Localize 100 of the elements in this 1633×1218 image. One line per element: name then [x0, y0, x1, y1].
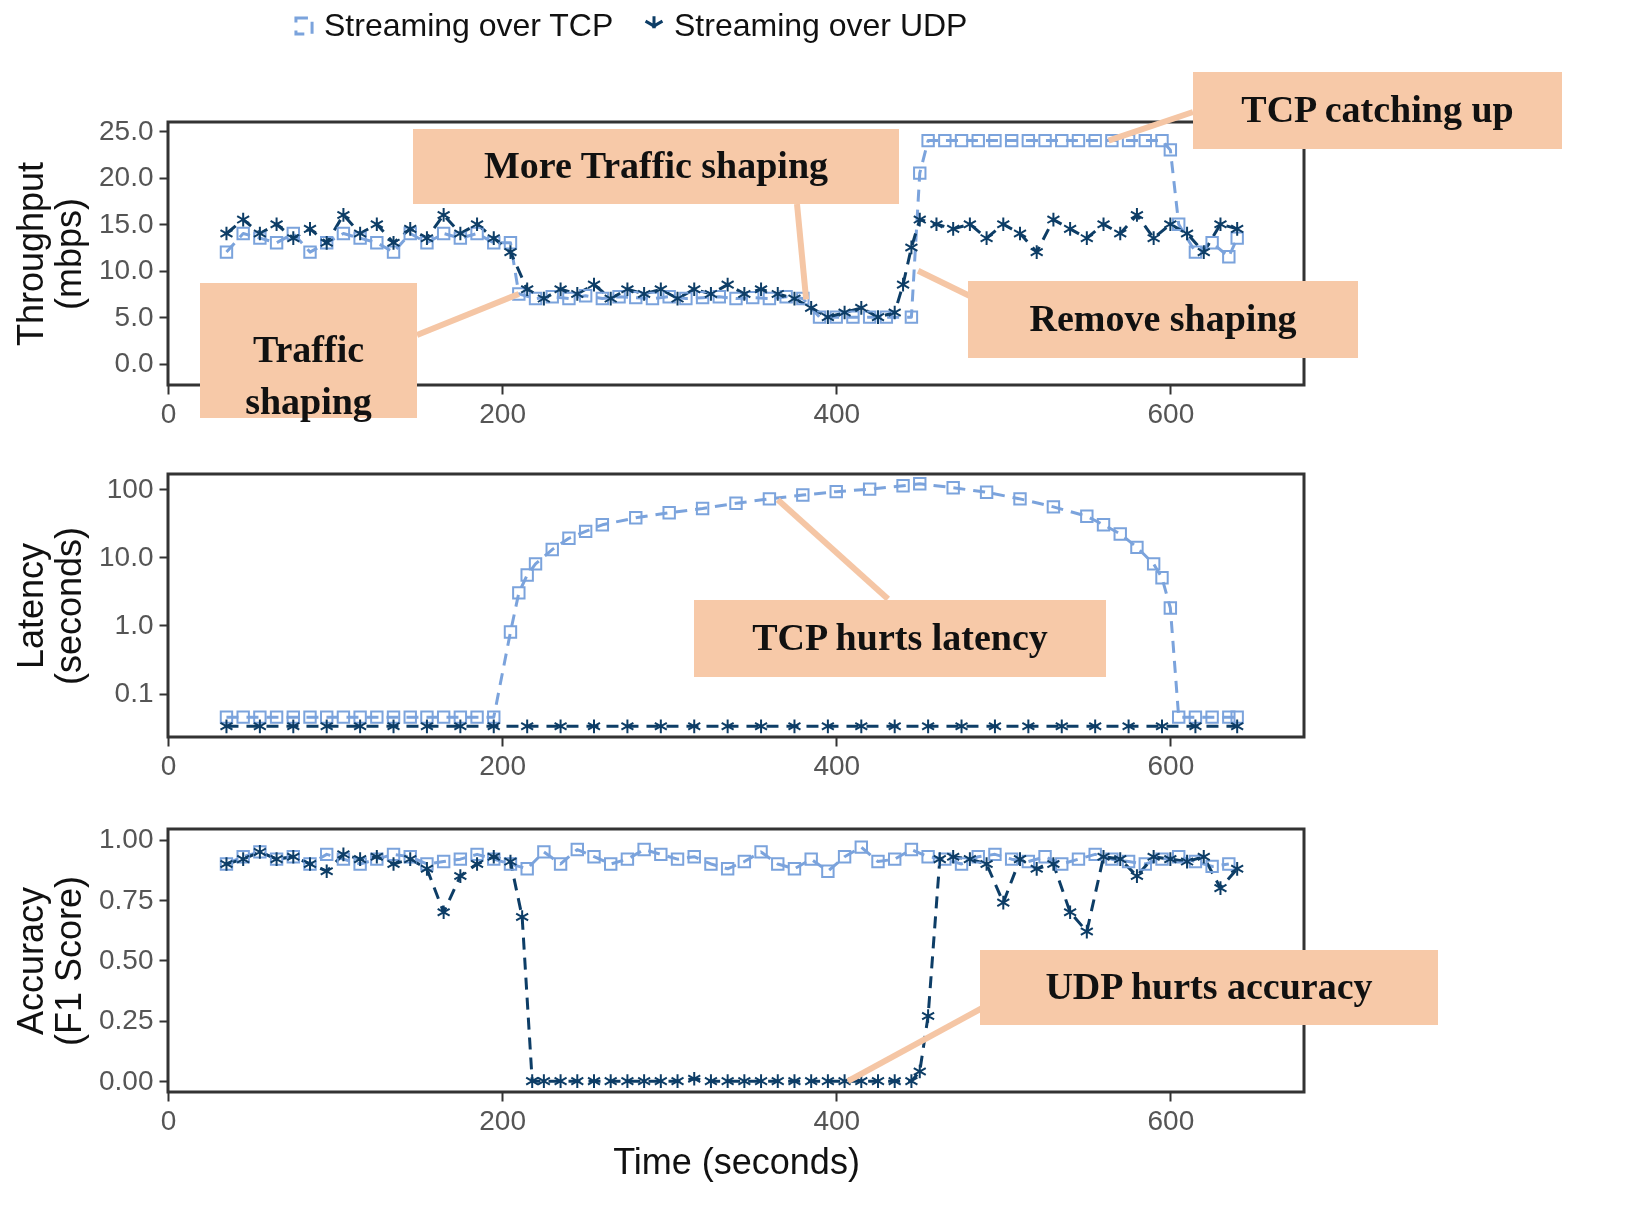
point: [729, 496, 743, 511]
point: [854, 718, 869, 735]
point: [1121, 718, 1136, 735]
y-tick-label: 0.0: [114, 347, 154, 379]
point: [353, 718, 368, 735]
annotation: Remove shaping: [1029, 296, 1297, 339]
point: [487, 710, 501, 724]
point: [629, 511, 643, 525]
y-tick-label: 1.00: [99, 823, 154, 855]
point: [236, 710, 250, 724]
x-tick-label: 200: [479, 1104, 526, 1136]
point: [662, 506, 676, 520]
y-tick-label: 100: [106, 472, 154, 504]
legend-label: Streaming over TCP: [324, 7, 614, 43]
x-tick-label: 200: [479, 749, 526, 781]
point: [470, 710, 484, 724]
point: [1130, 540, 1144, 555]
x-tick-label: 600: [1147, 1104, 1195, 1136]
point: [520, 718, 535, 735]
point: [695, 501, 710, 516]
point: [520, 568, 534, 582]
point: [887, 718, 902, 735]
point: [486, 718, 501, 735]
point: [269, 710, 284, 724]
point: [862, 482, 877, 496]
point: [687, 718, 702, 735]
y-tick-label: 0.00: [99, 1064, 154, 1096]
point: [720, 718, 735, 735]
y-tick-label: 10.0: [99, 540, 154, 572]
point: [1013, 492, 1027, 506]
legend-label: Streaming over UDP: [674, 7, 968, 43]
point: [653, 718, 668, 735]
annotation: More Traffic shaping: [483, 143, 829, 186]
point: [286, 710, 300, 724]
point: [453, 710, 468, 724]
point: [1088, 718, 1103, 735]
point: [420, 710, 434, 724]
point: [386, 718, 401, 735]
point: [762, 492, 777, 506]
x-tick-label: 400: [813, 397, 861, 429]
point: [578, 524, 593, 539]
point: [754, 718, 769, 735]
y-tick-label: 25.0: [99, 114, 154, 146]
y-tick-label: 1.0: [114, 608, 154, 640]
point: [303, 710, 317, 724]
point: [512, 586, 526, 600]
point: [320, 710, 334, 724]
point: [987, 718, 1002, 735]
point: [553, 718, 568, 735]
point: [253, 710, 267, 724]
point: [1146, 557, 1161, 571]
point: [954, 718, 969, 735]
point: [1188, 710, 1203, 724]
x-tick-label: 0: [160, 1104, 177, 1136]
y-axis-title: Throughput (mbps): [10, 161, 89, 347]
y-tick-label: 0.25: [99, 1004, 154, 1036]
point: [1230, 710, 1244, 724]
point: [946, 481, 960, 495]
point: [1188, 718, 1203, 735]
point: [820, 718, 835, 735]
point: [562, 531, 576, 545]
point: [1222, 710, 1236, 724]
x-tick-label: 600: [1147, 749, 1195, 781]
point: [386, 710, 401, 724]
point: [286, 718, 301, 735]
point: [1096, 518, 1111, 532]
x-tick-label: 400: [813, 749, 861, 781]
point: [219, 710, 234, 724]
point: [436, 710, 451, 724]
point: [796, 488, 810, 502]
point: [595, 518, 610, 532]
x-tick-label: 400: [813, 1104, 861, 1136]
point: [921, 718, 936, 735]
y-tick-label: 5.0: [114, 300, 154, 332]
point: [353, 710, 367, 724]
x-tick-label: 0: [160, 397, 177, 429]
point: [1155, 718, 1169, 735]
x-tick-label: 600: [1147, 397, 1195, 429]
point: [319, 718, 334, 735]
point: [1054, 718, 1069, 735]
point: [503, 625, 518, 639]
point: [1205, 710, 1219, 724]
point: [453, 718, 468, 735]
point: [1155, 571, 1169, 585]
y-tick-label: 0.50: [99, 944, 154, 975]
point: [913, 477, 927, 491]
point: [1046, 500, 1061, 514]
point: [1113, 527, 1127, 541]
annotation: Traffic shaping: [245, 327, 372, 422]
y-tick-label: 10.0: [99, 254, 154, 286]
point: [528, 557, 543, 571]
point: [1163, 601, 1178, 615]
y-axis-title: Accuracy (F1 Score): [10, 875, 89, 1047]
point: [1021, 718, 1036, 735]
point: [787, 718, 802, 735]
y-tick-label: 20.0: [99, 161, 154, 193]
point: [419, 718, 434, 735]
point: [370, 710, 384, 724]
y-axis-title: Latency (seconds): [10, 526, 89, 686]
point: [1172, 710, 1186, 724]
